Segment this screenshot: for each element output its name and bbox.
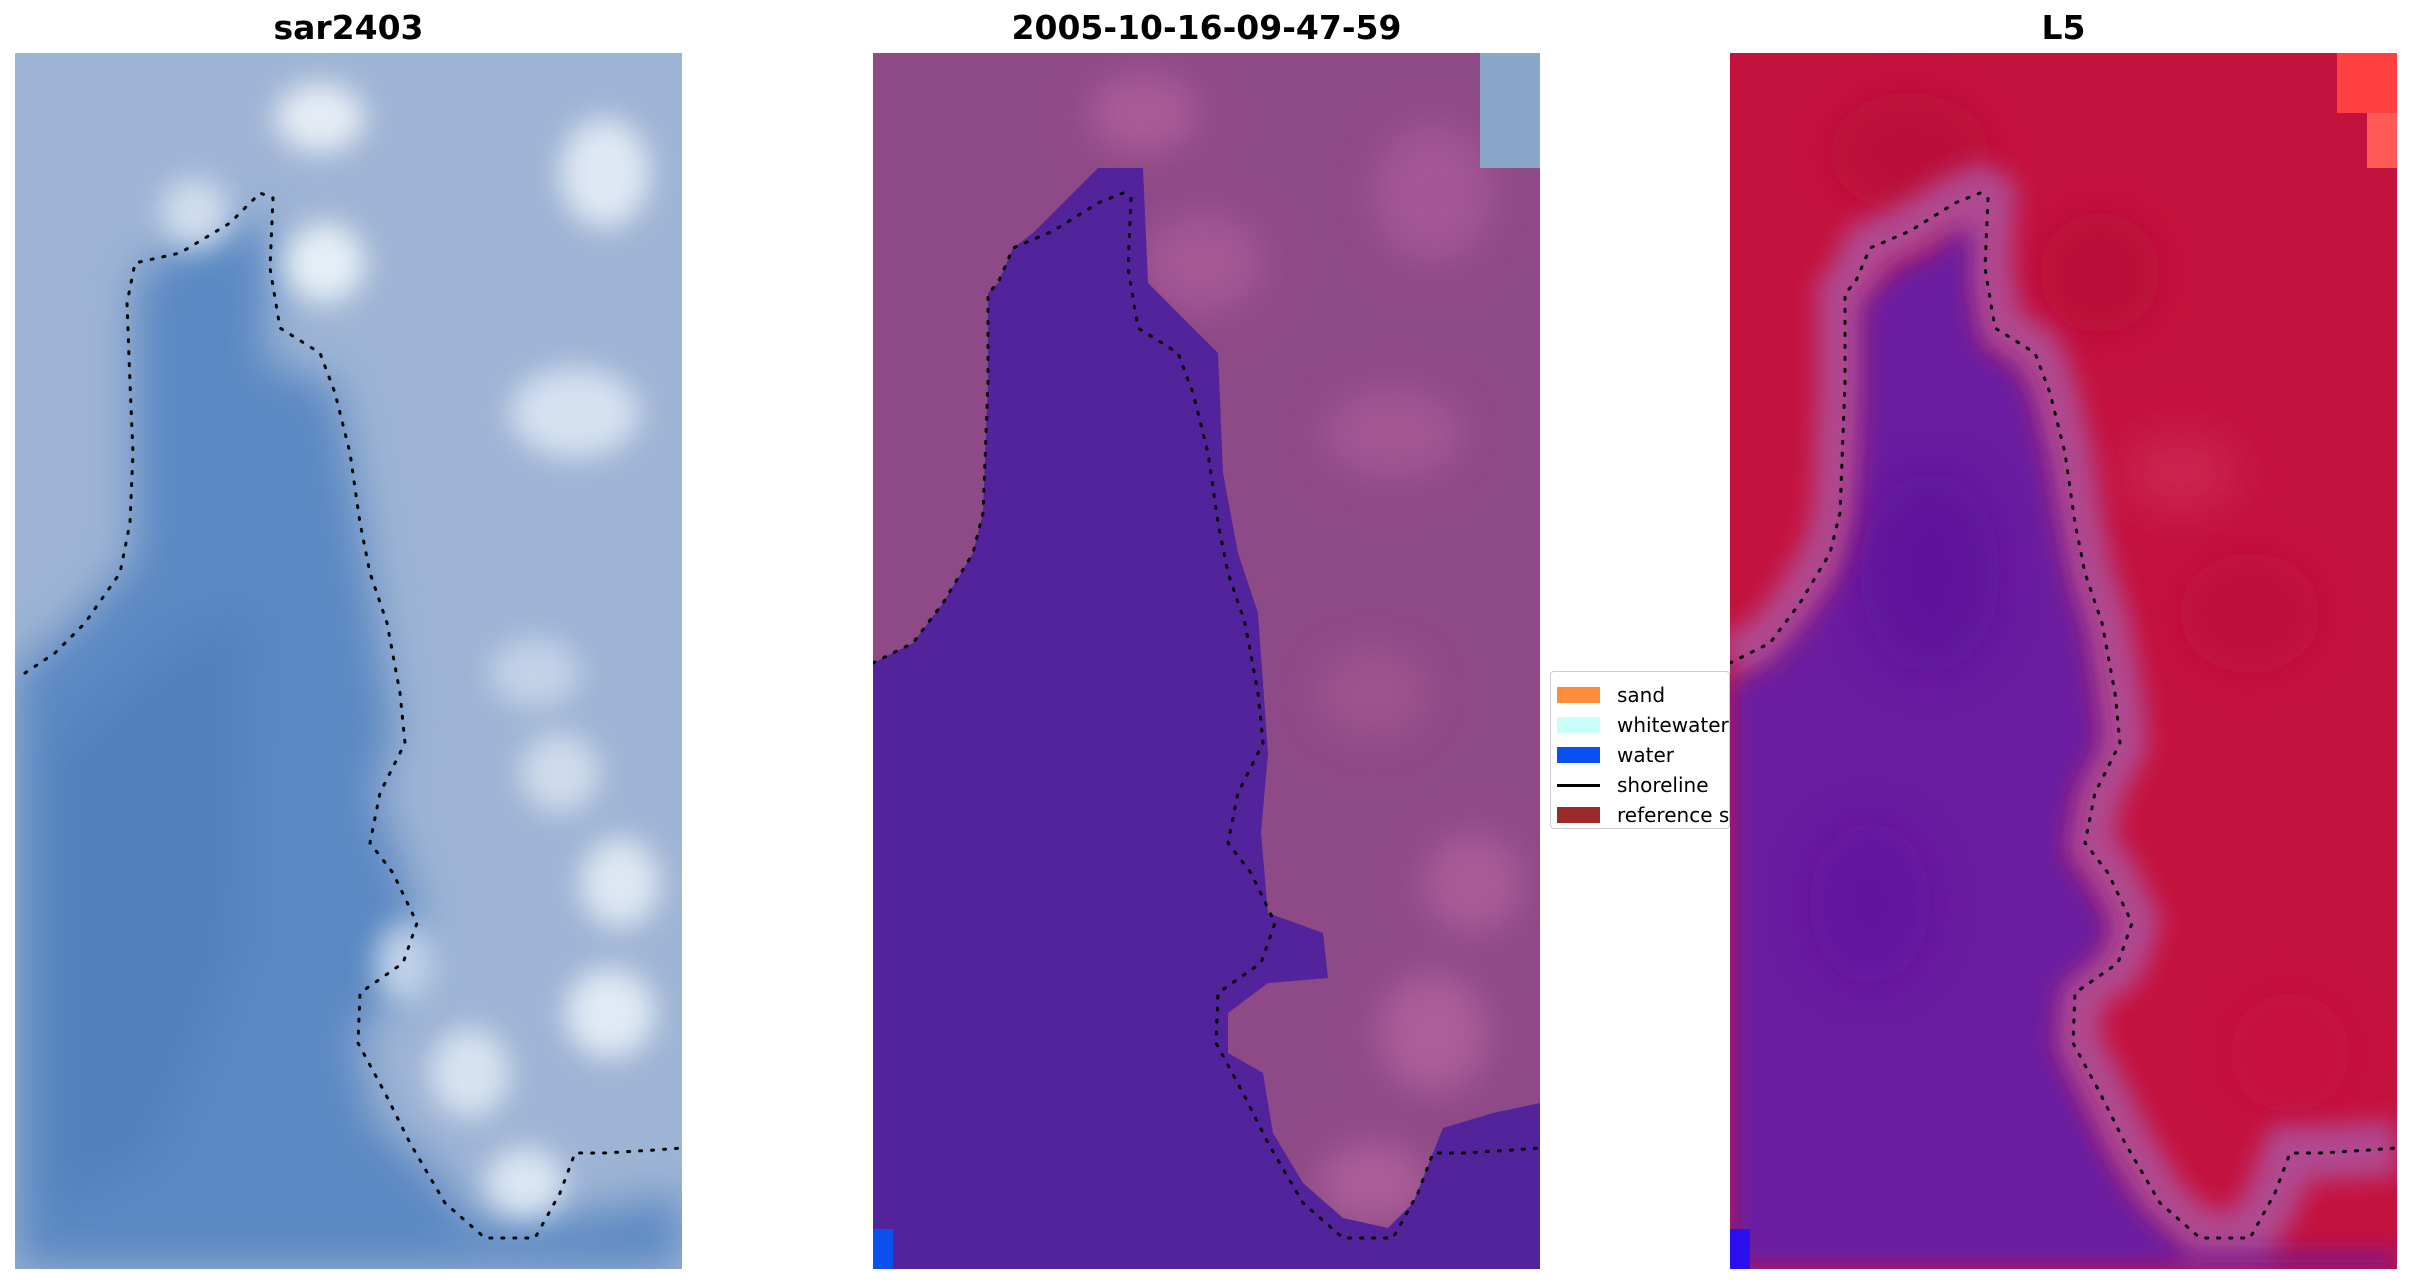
classified-water-region xyxy=(873,168,1540,1269)
classified-corner-pixel xyxy=(873,1229,893,1269)
legend: sand whitewater water shoreline referenc… xyxy=(1550,671,1730,829)
index-corner-pixel xyxy=(1730,1229,1750,1269)
legend-label-reference-shoreline: reference shoreline xyxy=(1617,803,1730,827)
index-shoreline xyxy=(1730,191,2397,1240)
rgb-image xyxy=(15,53,682,1269)
water-swatch xyxy=(1557,747,1600,763)
legend-item-sand: sand xyxy=(1551,680,1729,710)
legend-item-reference-shoreline: reference shoreline xyxy=(1551,800,1730,828)
index-image-panel xyxy=(1730,53,2397,1269)
rgb-shoreline xyxy=(23,191,682,1240)
sand-swatch xyxy=(1557,687,1600,703)
shoreline-line-swatch xyxy=(1557,784,1600,787)
index-corner-block xyxy=(2337,53,2397,113)
rgb-image-panel xyxy=(15,53,682,1269)
panel-title-rgb: sar2403 xyxy=(273,8,424,47)
legend-item-whitewater: whitewater xyxy=(1551,710,1729,740)
whitewater-swatch xyxy=(1557,717,1600,733)
index-image xyxy=(1730,53,2397,1269)
legend-item-water: water xyxy=(1551,740,1729,770)
classified-shoreline xyxy=(873,191,1540,1240)
classified-image-panel xyxy=(873,53,1540,1269)
legend-label-sand: sand xyxy=(1617,683,1666,707)
panel-title-classified: 2005-10-16-09-47-59 xyxy=(1011,8,1402,47)
legend-label-water: water xyxy=(1617,743,1674,767)
legend-item-shoreline: shoreline xyxy=(1551,770,1729,800)
legend-label-whitewater: whitewater xyxy=(1617,713,1729,737)
panel-title-index: L5 xyxy=(2041,8,2086,47)
reference-shoreline-swatch xyxy=(1557,807,1600,823)
legend-label-shoreline: shoreline xyxy=(1617,773,1709,797)
classified-image xyxy=(873,53,1540,1269)
